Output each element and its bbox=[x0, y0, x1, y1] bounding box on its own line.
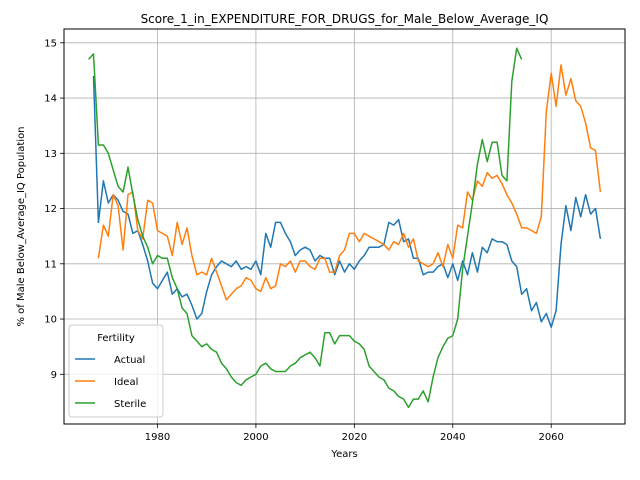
axis-ticks: 1980 2000 2020 2040 2060 9 10 11 12 13 14 15 bbox=[44, 38, 564, 443]
y-tick-label: 14 bbox=[44, 94, 57, 105]
series-line-actual bbox=[92, 75, 602, 329]
y-tick-label: 9 bbox=[51, 370, 57, 381]
series-lines bbox=[88, 47, 602, 409]
x-tick-label: 2040 bbox=[440, 432, 465, 443]
y-tick-label: 15 bbox=[44, 38, 57, 49]
x-tick-label: 2020 bbox=[342, 432, 367, 443]
legend: Fertility Actual Ideal Sterile bbox=[68, 324, 164, 418]
x-axis-label: Years bbox=[330, 449, 357, 460]
y-tick-label: 12 bbox=[44, 204, 57, 215]
legend-label-sterile: Sterile bbox=[114, 399, 146, 410]
y-tick-label: 10 bbox=[44, 315, 57, 326]
y-tick-label: 11 bbox=[44, 259, 57, 270]
legend-box bbox=[68, 324, 164, 418]
y-axis-label: % of Male Below_Average_IQ Population bbox=[16, 126, 27, 326]
chart-title: Score_1_in_EXPENDITURE_FOR_DRUGS_for_Mal… bbox=[141, 12, 549, 26]
series-line-sterile bbox=[88, 47, 523, 409]
x-tick-label: 2060 bbox=[538, 432, 563, 443]
x-tick-label: 2000 bbox=[243, 432, 268, 443]
legend-title: Fertility bbox=[97, 333, 135, 344]
legend-label-actual: Actual bbox=[114, 355, 145, 366]
x-tick-label: 1980 bbox=[145, 432, 170, 443]
series-line-ideal bbox=[97, 64, 602, 301]
plot-frame bbox=[63, 28, 626, 425]
legend-label-ideal: Ideal bbox=[114, 377, 138, 388]
y-tick-label: 13 bbox=[44, 149, 57, 160]
